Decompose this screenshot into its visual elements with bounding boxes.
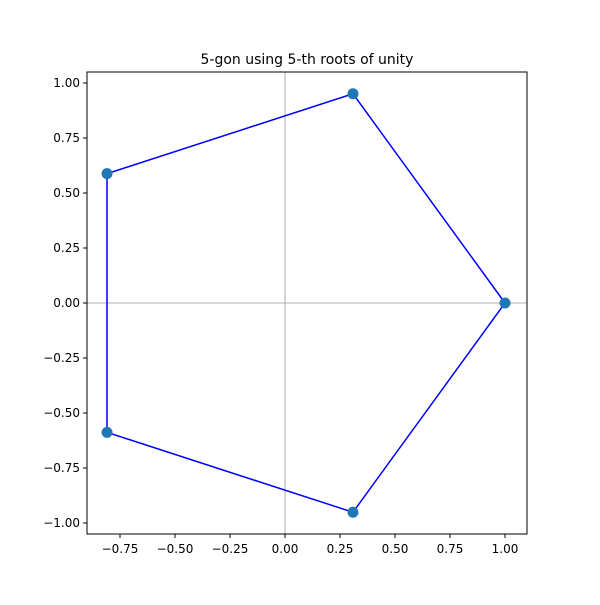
vertex-point bbox=[347, 506, 359, 518]
y-tick-label: −0.50 bbox=[43, 406, 80, 420]
polygon-edge-line bbox=[106, 92, 506, 514]
x-tick-label: 0.25 bbox=[327, 542, 354, 556]
vertex-point bbox=[101, 168, 113, 180]
x-tick-label: 0.50 bbox=[382, 542, 409, 556]
y-tick-label: 1.00 bbox=[53, 76, 80, 90]
x-tick-label: −0.75 bbox=[102, 542, 139, 556]
x-tick-label: 1.00 bbox=[492, 542, 519, 556]
y-tick-label: −0.25 bbox=[43, 351, 80, 365]
y-tick-label: −1.00 bbox=[43, 516, 80, 530]
axes-layer: −0.75 −0.50 −0.25 0.00 0.25 0.50 0.75 1.00 1.00 0… bbox=[43, 71, 528, 556]
series-layer bbox=[101, 88, 511, 518]
y-tick-label: 0.25 bbox=[53, 241, 80, 255]
x-tick-label: 0.00 bbox=[272, 542, 299, 556]
y-tick-label: −0.75 bbox=[43, 461, 80, 475]
y-tick-label: 0.00 bbox=[53, 296, 80, 310]
chart-title: 5-gon using 5-th roots of unity bbox=[201, 52, 414, 68]
x-tick-label: 0.75 bbox=[437, 542, 464, 556]
vertex-point bbox=[499, 297, 511, 309]
x-tick-label: −0.25 bbox=[212, 542, 249, 556]
y-tick-label: 0.50 bbox=[53, 186, 80, 200]
reference-lines bbox=[87, 72, 527, 534]
y-tick-label: 0.75 bbox=[53, 131, 80, 145]
vertex-point bbox=[101, 426, 113, 438]
vertex-point bbox=[347, 88, 359, 100]
x-tick-label: −0.50 bbox=[157, 542, 194, 556]
